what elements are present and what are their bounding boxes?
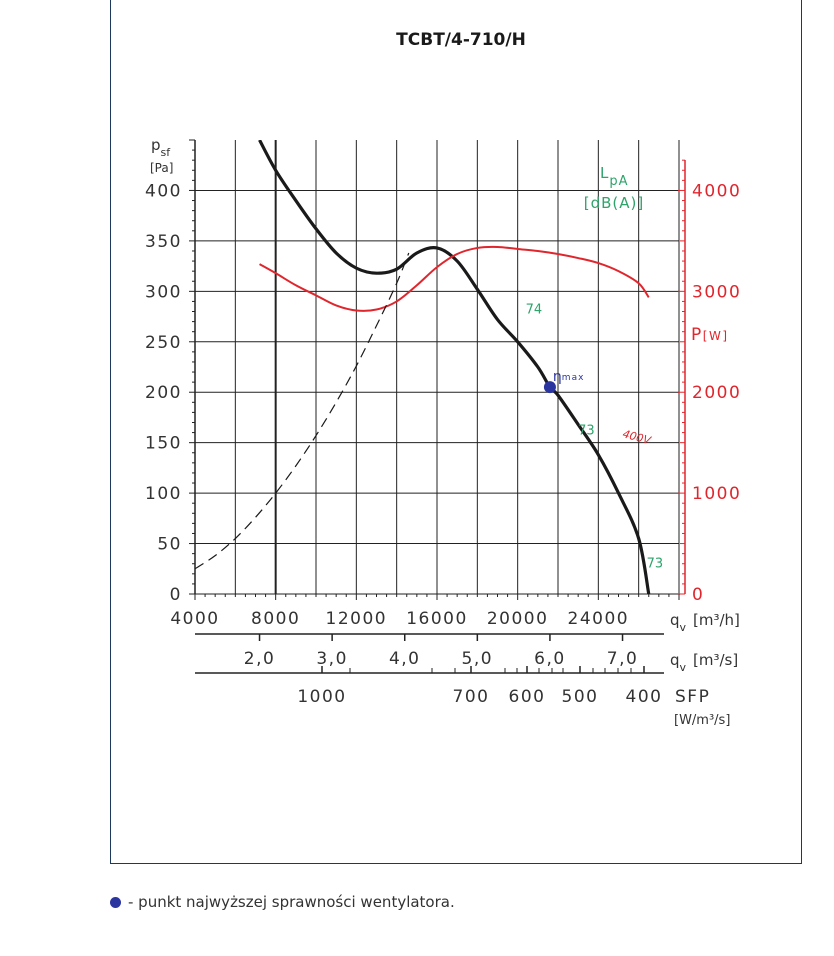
- x-tick-label: 24000: [568, 609, 630, 629]
- q-m3s-tick-label: 3,0: [316, 649, 348, 669]
- q-m3s-label: qv: [670, 651, 687, 674]
- q-m3s-tick-label: 6,0: [534, 649, 566, 669]
- q-m3s-tick-label: 5,0: [462, 649, 494, 669]
- noise-level-label: 73: [647, 557, 664, 572]
- y-axis-label: psf: [151, 136, 171, 159]
- y-tick-label: 400: [145, 181, 182, 201]
- q-m3s-tick-label: 2,0: [244, 649, 276, 669]
- lpa-unit: [dB(A)]: [584, 194, 644, 212]
- max-efficiency-dot-icon: [110, 896, 121, 908]
- sfp-label: SFP: [675, 687, 710, 707]
- y-tick-label: 350: [145, 232, 182, 252]
- series-pressure-line: [258, 140, 651, 594]
- sfp-tick-label: 500: [562, 687, 599, 707]
- y-axis-unit: [Pa]: [150, 161, 173, 175]
- y-tick-label: 50: [157, 535, 182, 555]
- axes: [189, 139, 686, 674]
- y-tick-label: 100: [145, 484, 182, 504]
- max-efficiency-label: ηmax: [553, 369, 584, 385]
- y2-tick-label: 0: [692, 585, 704, 605]
- y2-tick-label: 1000: [692, 484, 741, 504]
- y2-tick-label: 4000: [692, 181, 741, 201]
- x-tick-label: 4000: [170, 609, 219, 629]
- q-m3s-tick-label: 4,0: [389, 649, 421, 669]
- y-tick-label: 250: [145, 333, 182, 353]
- power-curve-label: 400V: [621, 427, 653, 447]
- x-tick-label: 8000: [251, 609, 300, 629]
- x-axis-label: qv: [670, 611, 687, 634]
- labels: 0501001502002503003504000100020003000400…: [145, 136, 741, 728]
- y2-tick-label: 2000: [692, 383, 741, 403]
- sfp-tick-label: 400: [626, 687, 663, 707]
- q-m3s-tick-label: 7,0: [607, 649, 639, 669]
- legend-text: - punkt najwyższej sprawności wentylator…: [128, 893, 455, 911]
- chart-title: TCBT/4-710/H: [396, 30, 526, 50]
- sfp-unit: [W/m³/s]: [674, 713, 730, 728]
- y2-axis-label: P[W]: [691, 325, 729, 345]
- x-tick-label: 20000: [487, 609, 549, 629]
- y-tick-label: 0: [170, 585, 182, 605]
- legend: - punkt najwyższej sprawności wentylator…: [110, 893, 455, 911]
- y-tick-label: 200: [145, 383, 182, 403]
- noise-level-label: 74: [526, 302, 543, 317]
- q-m3s-unit: [m³/s]: [693, 651, 738, 669]
- chart-frame: [110, 0, 802, 864]
- y2-tick-label: 3000: [692, 282, 741, 302]
- sfp-tick-label: 1000: [297, 687, 346, 707]
- x-tick-label: 16000: [406, 609, 468, 629]
- series-system-line: [195, 252, 410, 570]
- lpa-label: LpA: [600, 164, 629, 189]
- y-tick-label: 150: [145, 434, 182, 454]
- series-power-line: [259, 245, 650, 312]
- max-efficiency-point: [543, 381, 556, 394]
- grid: [194, 140, 680, 595]
- x-axis-unit: [m³/h]: [693, 611, 740, 629]
- sfp-tick-label: 700: [453, 687, 490, 707]
- y-tick-label: 300: [145, 282, 182, 302]
- curves: [195, 140, 651, 594]
- sfp-tick-label: 600: [509, 687, 546, 707]
- x-tick-label: 12000: [326, 609, 388, 629]
- noise-level-label: 73: [578, 423, 595, 438]
